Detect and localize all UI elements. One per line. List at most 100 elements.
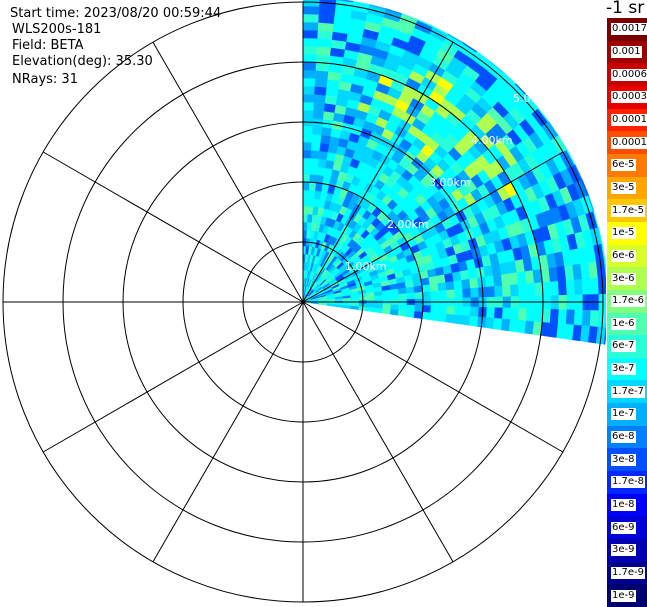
range-gate-cell (312, 126, 323, 136)
colorbar-tick-label: 1.7e-8 (611, 476, 646, 489)
range-gate-cell (446, 289, 456, 299)
colorbar-tick-label: 1e-7 (611, 408, 636, 421)
range-gate-cell (302, 221, 308, 231)
range-gate-cell (389, 309, 399, 316)
range-gate-cell (500, 318, 511, 332)
range-gate-cell (462, 288, 472, 299)
range-gate-cell (581, 278, 592, 295)
range-gate-cell (525, 308, 536, 322)
range-gate-cell (302, 109, 314, 119)
colorbar-tick-label: 0.0017 (611, 23, 647, 36)
range-gate-cell (603, 327, 606, 345)
azimuth-spoke (302, 41, 454, 303)
range-gate-cell (318, 150, 329, 161)
range-gate-cell (366, 307, 375, 313)
colorbar-tick-label: 0.0001 (611, 136, 647, 149)
range-gate-cell (310, 150, 320, 160)
range-gate-cell (573, 309, 584, 326)
range-gate-cell (302, 0, 320, 7)
range-gate-cell (446, 306, 456, 316)
azimuth-spoke (302, 151, 564, 303)
range-gate-cell (492, 317, 503, 331)
range-gate-cell (445, 281, 455, 291)
colorbar-tick-label: 0.0006 (611, 68, 647, 81)
range-gate-cell (461, 315, 471, 326)
range-gate-cell (524, 270, 535, 285)
nrays-label: NRays: 31 (12, 72, 78, 87)
range-gate-cell (302, 21, 319, 31)
range-gate-cell (533, 308, 544, 323)
range-gate-cell (316, 38, 333, 48)
range-gate-cell (516, 271, 527, 285)
range-gate-cell (302, 141, 313, 151)
instrument-label: WLS200s-181 (12, 22, 102, 37)
range-gate-cell (309, 165, 319, 175)
range-gate-cell (374, 307, 383, 314)
range-gate-cell (430, 305, 440, 314)
range-gate-cell (318, 14, 335, 24)
range-gate-cell (453, 280, 463, 290)
range-gate-cell (454, 288, 464, 299)
range-gate-cell (334, 304, 344, 308)
range-gate-cell (320, 134, 331, 145)
range-gate-cell (302, 37, 318, 47)
range-gate-cell (311, 134, 322, 144)
range-gate-cell (469, 315, 479, 327)
range-gate-cell (430, 290, 440, 299)
range-gate-cell (422, 291, 432, 300)
colorbar-tick-label: 1e-6 (611, 317, 636, 330)
range-gate-cell (494, 285, 504, 298)
colorbar-tick-label: 1e-5 (611, 227, 636, 240)
colorbar-tick-label: 1e-9 (611, 589, 636, 602)
range-gate-cell (484, 317, 495, 329)
range-gate-cell (493, 274, 503, 287)
range-gate-cell (302, 85, 316, 95)
colorbar-tick-label: 3e-6 (611, 272, 636, 285)
colorbar: 0.0017 0.001 0.0006 0.0003 0.00017 0.0001 6e-5… (607, 18, 647, 607)
colorbar-tick-label: 1.7e-7 (611, 385, 646, 398)
range-gate-cell (310, 158, 320, 168)
range-gate-cell (581, 309, 592, 327)
range-gate-cell (428, 275, 438, 285)
start-time-label: Start time: 2023/08/20 00:59:44 (10, 6, 222, 21)
range-gate-cell (302, 93, 315, 103)
range-gate-cell (508, 272, 519, 286)
azimuth-spoke (42, 301, 304, 453)
field-label: Field: BETA (12, 38, 84, 53)
range-gate-cell (589, 310, 600, 328)
range-gate-cell (500, 273, 511, 287)
range-gate-cell (534, 282, 544, 297)
range-gate-cell (436, 274, 446, 284)
range-gate-cell (319, 142, 330, 153)
range-gate-cell (454, 306, 464, 316)
range-gate-cell (302, 53, 317, 63)
range-gate-cell (502, 307, 512, 320)
colorbar-units-label: -1 sr (606, 0, 645, 18)
range-gate-cell (317, 22, 335, 32)
range-gate-cell (309, 173, 318, 183)
range-gate-cell (597, 277, 606, 295)
range-gate-cell (302, 29, 319, 39)
range-gate-cell (302, 229, 308, 239)
range-gate-cell (350, 305, 360, 311)
range-gate-cell (390, 304, 400, 311)
range-gate-cell (422, 305, 432, 314)
range-gate-cell (445, 313, 455, 324)
colorbar-tick-label: 0.00017 (611, 113, 647, 126)
colorbar-tick-label: 3e-7 (611, 363, 636, 376)
azimuth-spoke (302, 301, 454, 563)
colorbar-tick-label: 6e-5 (611, 159, 636, 172)
range-gate-cell (302, 205, 309, 215)
range-gate-cell (518, 308, 528, 322)
azimuth-spoke (152, 301, 304, 563)
range-label-5: 5.00km (513, 92, 555, 105)
range-gate-cell (406, 292, 416, 300)
colorbar-tick-label: 1e-8 (611, 499, 636, 512)
range-gate-cell (565, 309, 576, 326)
range-gate-cell (508, 319, 519, 333)
range-gate-cell (414, 305, 424, 313)
range-gate-cell (486, 307, 496, 319)
range-gate-cell (313, 102, 326, 112)
range-gate-cell (413, 285, 423, 294)
range-gate-cell (314, 78, 328, 88)
